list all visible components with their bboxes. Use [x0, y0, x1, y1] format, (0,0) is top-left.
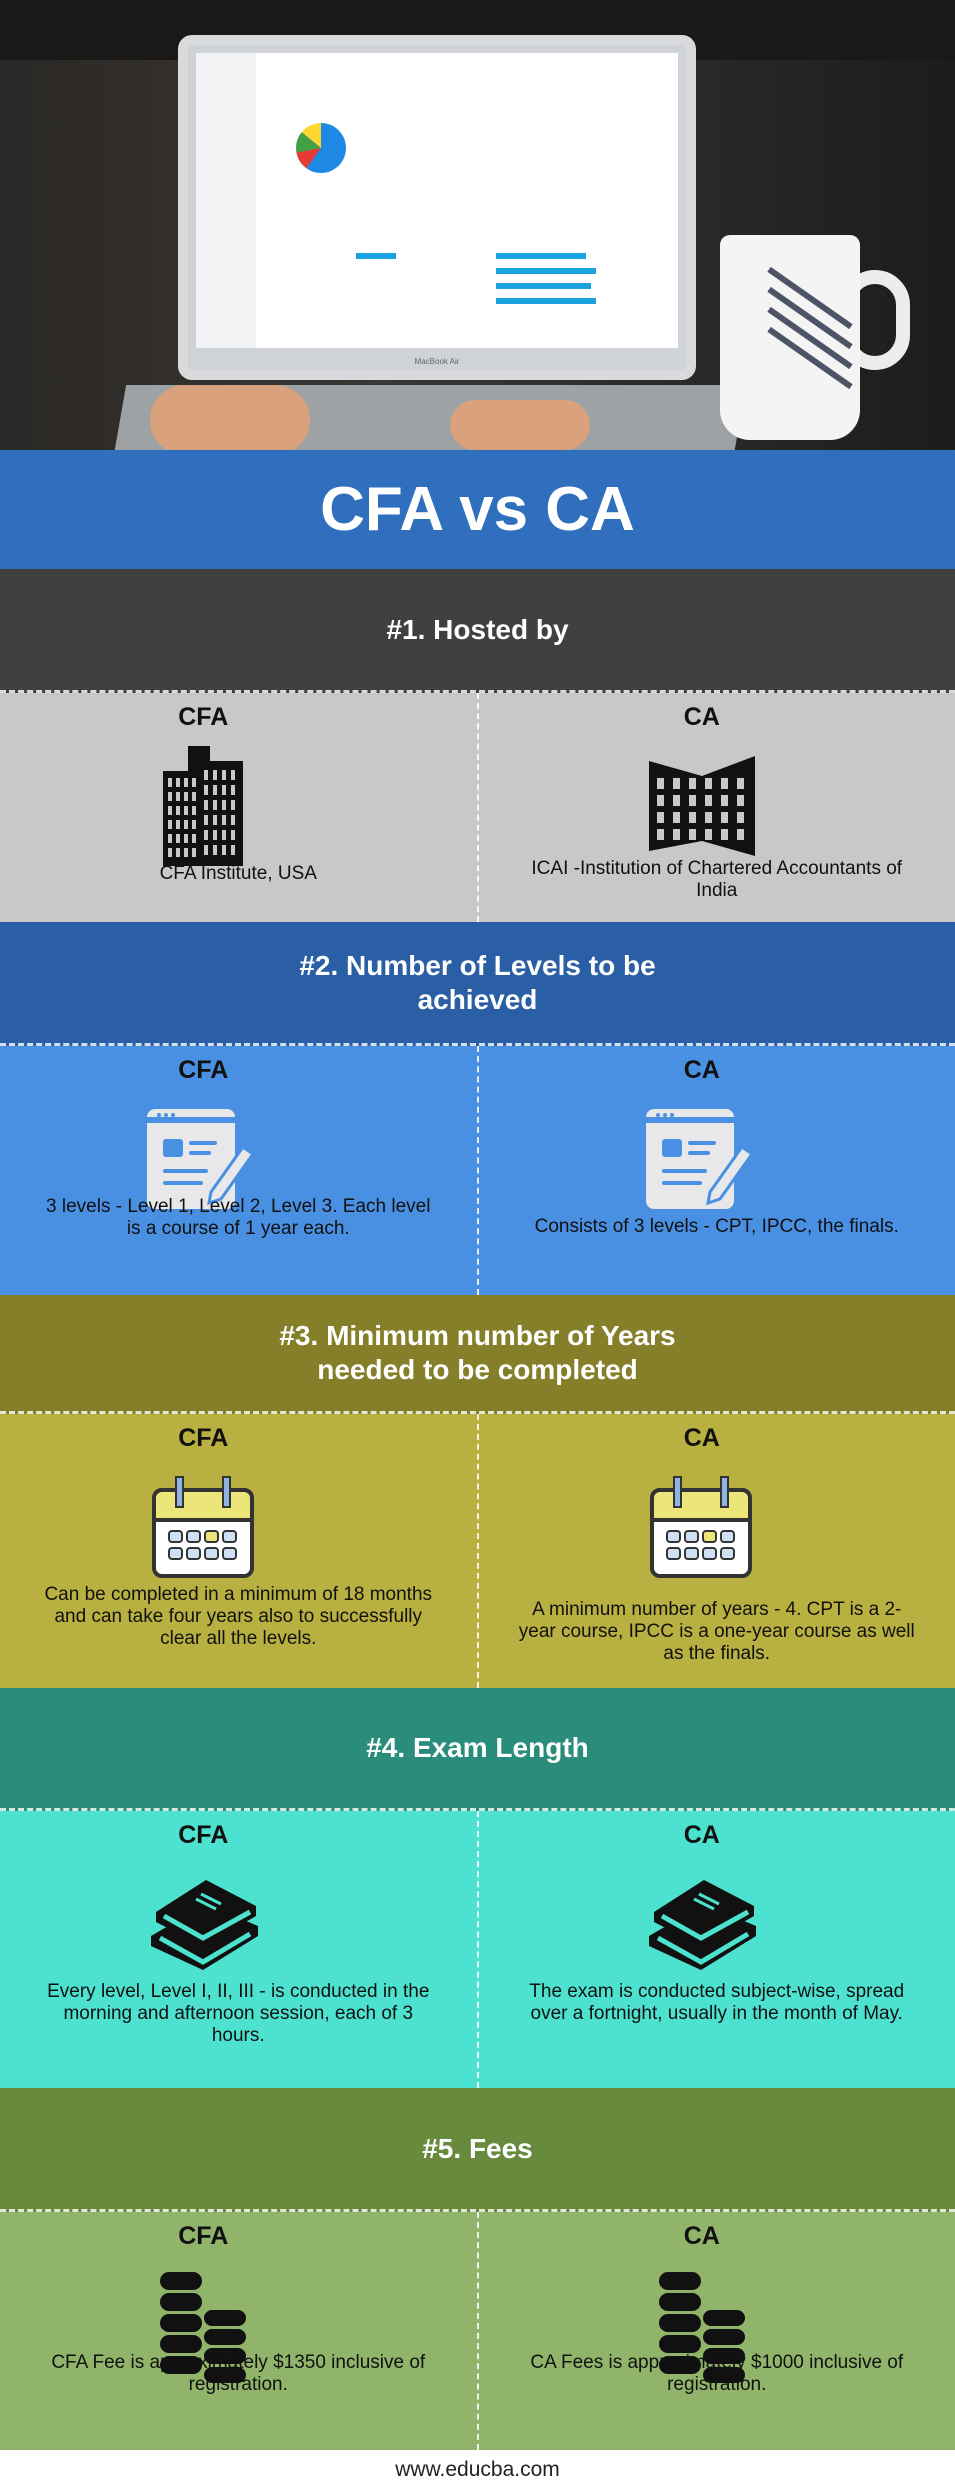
- header-photo-laptop: MacBook Air: [0, 0, 955, 450]
- section-title: #1. Hosted by: [386, 613, 569, 645]
- cfa-column: CFA Every level, Level I, II, III - is c…: [0, 1811, 479, 2088]
- ca-description: CA Fees is approximately $1000 inclusive…: [530, 2352, 904, 2395]
- ca-label: CA: [683, 703, 720, 731]
- cfa-column: CFA Can be completed in a minimum of 18 …: [0, 1414, 479, 1688]
- section-comparison: CFA CFA Institute, USA CA ICAI -Instituti…: [0, 693, 955, 922]
- cfa-label: CFA: [178, 1821, 229, 1849]
- section-title: #4. Exam Length: [366, 1732, 589, 1763]
- section-comparison: CFA CFA Fee is approximately $1350 inclu…: [0, 2212, 955, 2450]
- footer-website: www.educba.com: [395, 2458, 560, 2481]
- section-header: #2. Number of Levels to be achieved: [0, 922, 955, 1046]
- ca-column: CA A minimum number of years - 4. CPT is…: [479, 1414, 955, 1688]
- calendar-icon: [143, 1467, 263, 1587]
- ca-column: CA Consists of 3 levels - CPT, IPCC, the…: [479, 1046, 955, 1295]
- document-edit-icon: [143, 1099, 263, 1219]
- ca-label: CA: [683, 2222, 720, 2250]
- cfa-label: CFA: [178, 703, 229, 731]
- coffee-mug: [720, 235, 860, 440]
- cfa-description: CFA Fee is approximately $1350 inclusive…: [51, 2352, 426, 2395]
- section-header: #4. Exam Length: [0, 1688, 955, 1811]
- coins-icon: [143, 2265, 263, 2385]
- books-icon: [642, 1864, 762, 1984]
- cfa-column: CFA CFA Institute, USA: [0, 693, 479, 922]
- ca-column: CA ICAI -Institution of Chartered Accoun…: [479, 693, 955, 922]
- hand-right: [450, 400, 590, 450]
- ca-label: CA: [683, 1821, 720, 1849]
- ca-description: ICAI -Institution of Chartered Accountan…: [531, 858, 903, 901]
- cfa-description: CFA Institute, USA: [159, 863, 317, 884]
- cfa-description: Every level, Level I, II, III - is condu…: [47, 1981, 430, 2046]
- cfa-description: Can be completed in a minimum of 18 mont…: [44, 1584, 433, 1649]
- cfa-description: 3 levels - Level 1, Level 2, Level 3. Ea…: [46, 1196, 431, 1239]
- page-title: CFA vs CA: [0, 450, 955, 569]
- section-comparison: CFA Can be completed in a minimum of 18 …: [0, 1414, 955, 1688]
- ca-column: CA CA Fees is approximately $1000 inclus…: [479, 2212, 955, 2450]
- section-header: #3. Minimum number of Years needed to be…: [0, 1295, 955, 1414]
- cfa-label: CFA: [178, 2222, 229, 2250]
- section-title: #5. Fees: [422, 2132, 533, 2164]
- laptop-screen: MacBook Air: [178, 35, 696, 380]
- section-title: #3. Minimum number of Years needed to be…: [279, 1320, 676, 1385]
- cfa-column: CFA CFA Fee is approximately $1350 inclu…: [0, 2212, 479, 2450]
- ca-description: The exam is conducted subject-wise, spre…: [529, 1981, 905, 2024]
- hand-left: [150, 385, 310, 450]
- books-icon: [143, 1864, 263, 1984]
- ca-description: A minimum number of years - 4. CPT is a …: [518, 1599, 915, 1664]
- cfa-column: CFA 3 levels - Level 1, Level 2, Level 3…: [0, 1046, 479, 1295]
- section-header: #1. Hosted by: [0, 569, 955, 693]
- coins-icon: [642, 2265, 762, 2385]
- section-header: #5. Fees: [0, 2088, 955, 2212]
- document-edit-icon: [642, 1099, 762, 1219]
- ca-label: CA: [683, 1424, 720, 1452]
- ca-column: CA The exam is conducted subject-wise, s…: [479, 1811, 955, 2088]
- ca-description: Consists of 3 levels - CPT, IPCC, the fi…: [534, 1216, 899, 1237]
- calendar-icon: [642, 1467, 762, 1587]
- cfa-label: CFA: [178, 1424, 229, 1452]
- section-title: #2. Number of Levels to be achieved: [299, 949, 656, 1015]
- ca-label: CA: [683, 1056, 720, 1084]
- section-comparison: CFA Every level, Level I, II, III - is c…: [0, 1811, 955, 2088]
- section-comparison: CFA 3 levels - Level 1, Level 2, Level 3…: [0, 1046, 955, 1295]
- cfa-label: CFA: [178, 1056, 229, 1084]
- office-building-icon: [143, 746, 263, 866]
- office-building-icon: [642, 746, 762, 866]
